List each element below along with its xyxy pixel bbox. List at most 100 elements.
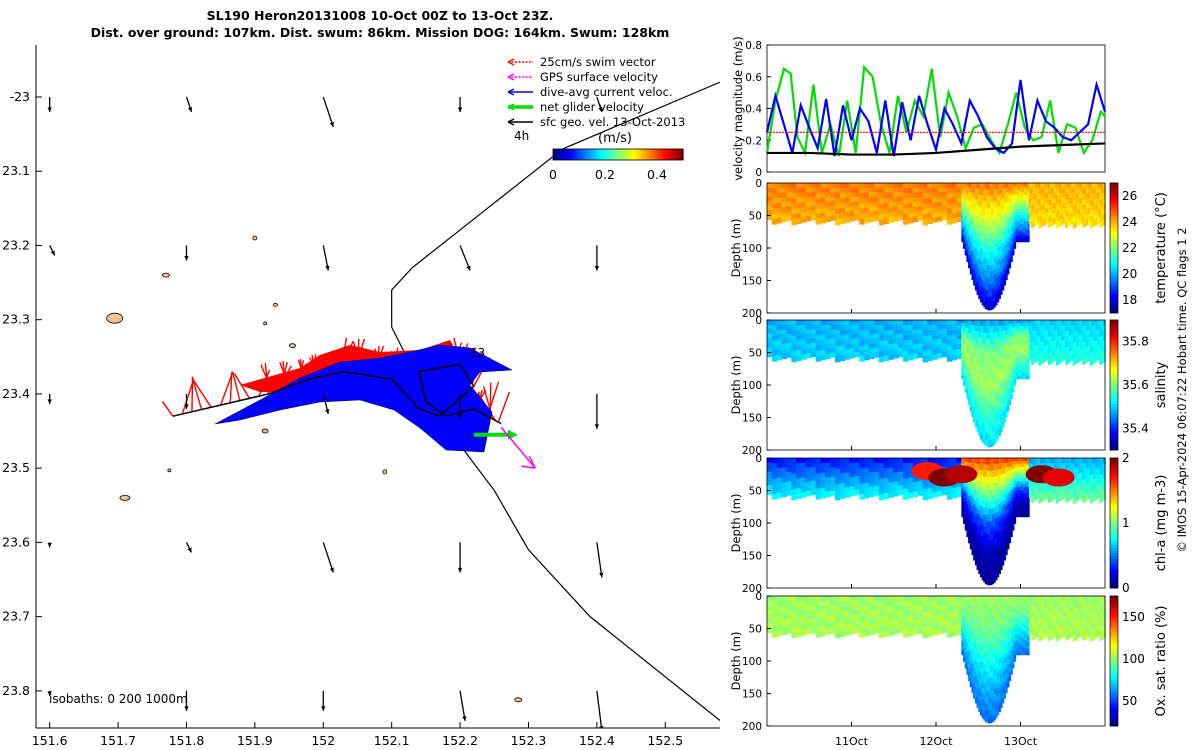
salinity-cell: [981, 399, 985, 406]
temperature-cell: [1020, 194, 1023, 199]
salinity-cell: [988, 389, 991, 397]
temperature-cell: [932, 192, 938, 199]
salinity-cell: [1023, 328, 1027, 333]
temperature-cell: [1015, 188, 1018, 193]
oxygen-cell: [810, 596, 817, 602]
map-x-tick-label: 151.8: [169, 733, 205, 748]
salinity-cell: [1103, 325, 1106, 332]
chl-a-cell: [1051, 463, 1055, 470]
salinity-cell: [1023, 325, 1027, 330]
temperature-cell: [1003, 193, 1006, 199]
chl-a-cell: [796, 483, 802, 489]
salinity-cell: [1012, 330, 1015, 336]
chl-a-cell: [1008, 513, 1012, 518]
chl-a-cell: [1080, 472, 1083, 479]
salinity-cell: [883, 340, 890, 346]
temperature-cell: [1000, 233, 1003, 240]
temperature-cell: [1017, 226, 1020, 231]
velocity-y-tick-label: 0.4: [745, 104, 762, 116]
temperature-cell: [1103, 198, 1106, 205]
chl-a-cell: [1025, 478, 1028, 483]
chl-a-cell: [767, 471, 773, 477]
salinity-cell: [1042, 325, 1045, 332]
salinity-cell: [1089, 336, 1093, 344]
temperature-cell: [1008, 246, 1012, 252]
salinity-cell: [981, 344, 985, 352]
temperature-cell: [873, 210, 880, 217]
salinity-cell: [864, 320, 870, 326]
chl-a-cell: [932, 487, 938, 493]
chl-a-cell: [1018, 498, 1022, 503]
chl-a-cell: [1085, 463, 1089, 470]
chl-a-cell: [1020, 484, 1023, 488]
chl-a-cell: [991, 539, 995, 547]
temperature-cell: [1025, 203, 1028, 208]
salinity-cell: [888, 334, 895, 341]
salinity-cell: [1040, 330, 1043, 338]
salinity-colorbar-cell: [1110, 373, 1118, 378]
salinity-cell: [971, 373, 974, 379]
chl-a-cell: [1013, 487, 1017, 492]
chl-a-colorbar-cell: [1110, 571, 1118, 575]
chl-a-cell: [1018, 513, 1022, 518]
swim-vector: [181, 379, 195, 415]
temperature-cell: [1053, 183, 1057, 189]
chl-a-cell: [1061, 488, 1064, 495]
temperature-cell: [1018, 218, 1022, 222]
temperature-colorbar-cell: [1110, 293, 1118, 298]
geo-velocity-arrow-head: [184, 255, 189, 261]
salinity-cell: [1022, 363, 1025, 368]
temperature-cell: [1015, 200, 1018, 205]
temperature-cell: [1008, 229, 1012, 235]
chl-a-cell: [990, 533, 993, 541]
chl-a-cell: [873, 462, 880, 468]
salinity-cell: [820, 349, 827, 356]
oxygen-cell: [771, 601, 778, 607]
chl-a-cell: [1068, 494, 1072, 501]
chl-a-cell: [1095, 478, 1099, 485]
salinity-cell: [1027, 372, 1030, 377]
geo-velocity-arrow-head: [47, 691, 52, 696]
temperature-cell: [1051, 209, 1055, 215]
salinity-cell: [1023, 343, 1027, 348]
temperature-cell: [922, 214, 929, 221]
chl-a-cell: [961, 496, 964, 500]
chl-a-cell: [996, 499, 1000, 507]
temperature-cell: [1049, 188, 1053, 195]
salinity-cell: [1012, 348, 1015, 354]
dive-avg-current-area: [214, 344, 513, 453]
chl-a-cell: [1093, 473, 1097, 480]
salinity-cell: [1076, 335, 1080, 342]
salinity-colorbar-cell: [1110, 390, 1118, 394]
salinity-cell: [776, 354, 783, 361]
chl-a-cell: [964, 511, 968, 517]
salinity-cell: [1091, 325, 1095, 332]
temperature-cell: [1032, 209, 1036, 216]
salinity-cell: [903, 355, 909, 362]
salinity-cell: [1076, 320, 1080, 326]
salinity-cell: [1066, 320, 1070, 327]
chl-a-cell: [951, 487, 958, 494]
chl-a-cell: [1023, 487, 1027, 491]
chl-a-cell: [986, 527, 990, 535]
salinity-cell: [1068, 340, 1072, 347]
chl-a-cell: [1018, 510, 1022, 515]
salinity-cell: [849, 324, 856, 331]
chl-a-cell: [979, 481, 983, 489]
salinity-cell: [864, 339, 870, 346]
salinity-cell: [1053, 345, 1057, 351]
salinity-cell: [1013, 323, 1017, 328]
salinity-cell: [961, 375, 964, 380]
temperature-cell: [951, 187, 958, 194]
salinity-cell: [1059, 330, 1062, 337]
salinity-cell: [1074, 341, 1078, 348]
oxygen-cell: [810, 618, 817, 624]
chl-a-cell: [981, 470, 985, 477]
salinity-cell: [1087, 325, 1091, 331]
salinity-cell: [964, 359, 968, 364]
chl-a-cell: [971, 501, 974, 507]
chl-a-colorbar-label: chl-a (mg m-3): [1154, 475, 1169, 572]
temperature-cell: [963, 231, 966, 236]
chl-a-cell: [825, 467, 831, 474]
chl-a-colorbar-cell: [1110, 484, 1118, 489]
